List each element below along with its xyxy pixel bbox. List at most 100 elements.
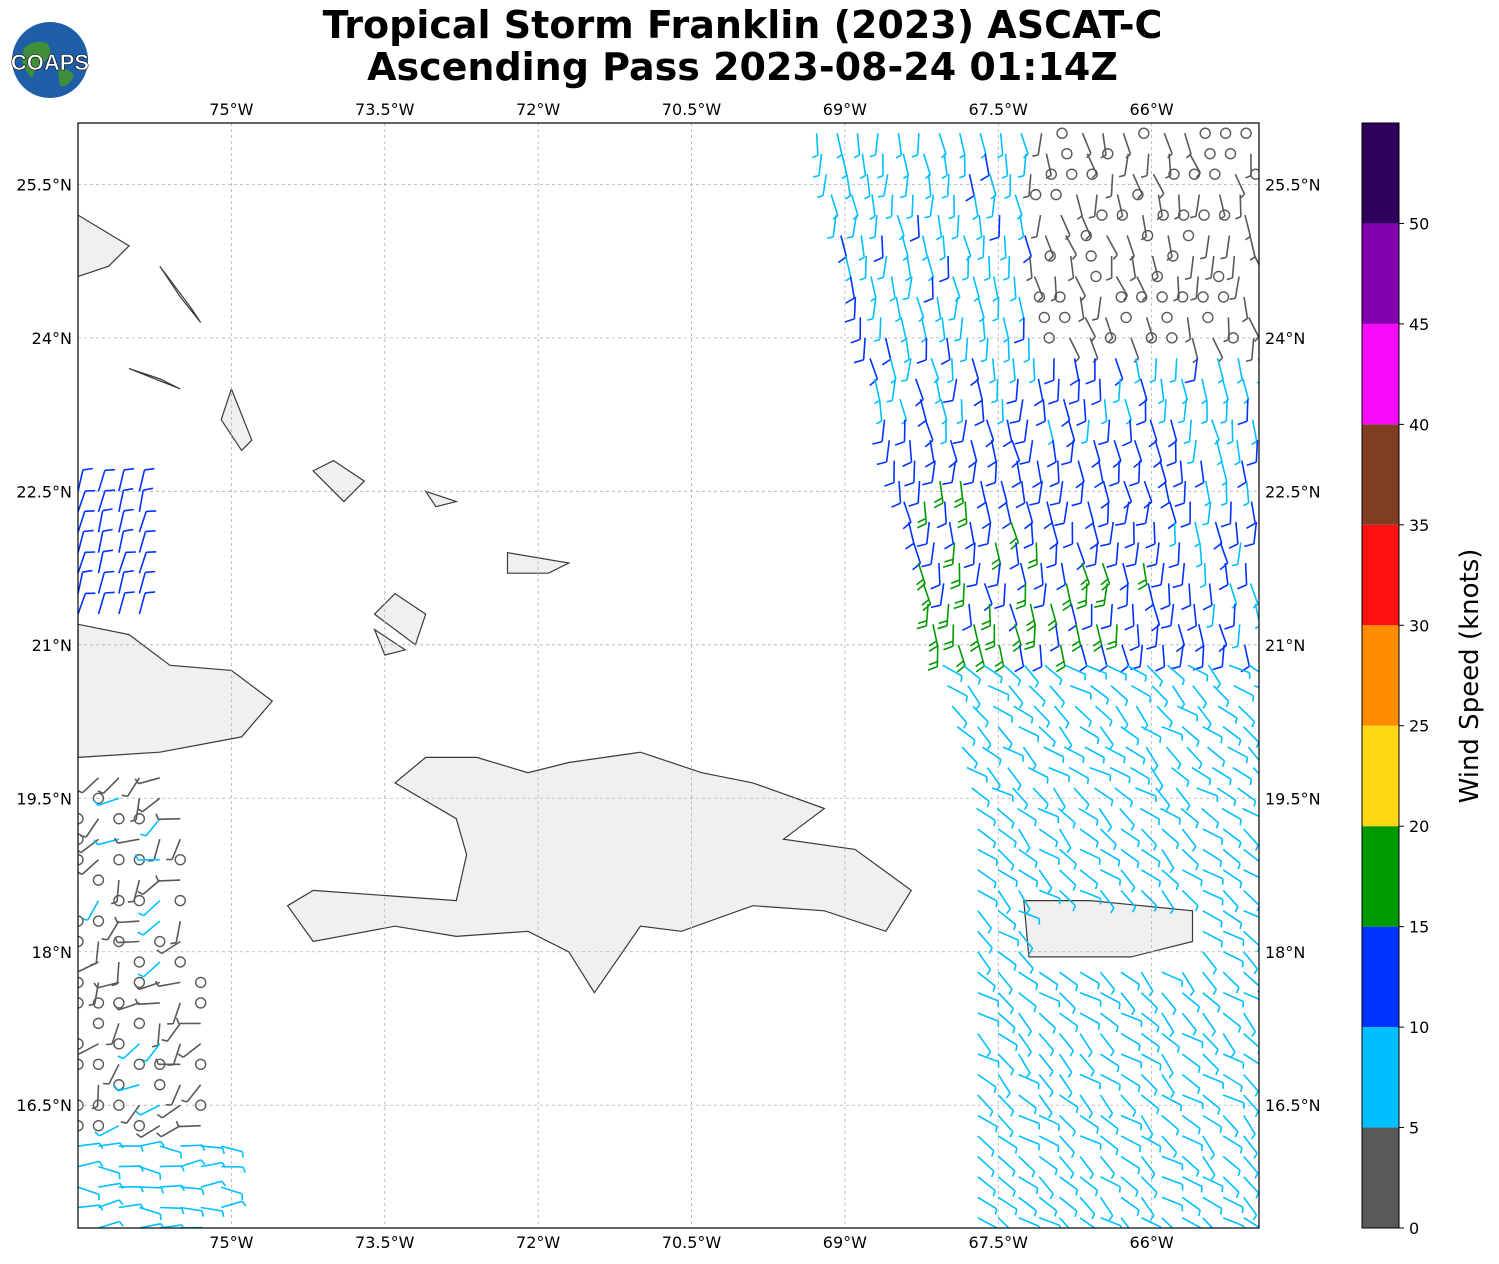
wind-barb <box>997 889 1011 915</box>
wind-barb <box>1237 460 1247 489</box>
wind-barb <box>1098 501 1110 528</box>
wind-barb <box>916 501 928 529</box>
calm-wind-marker <box>174 956 186 968</box>
wind-barb <box>962 255 970 281</box>
wind-barb <box>1057 807 1076 829</box>
wind-barb <box>972 705 989 728</box>
wind-barb <box>1026 255 1033 282</box>
wind-barb <box>1059 971 1079 992</box>
wind-barb <box>1079 1053 1095 1077</box>
wind-barb <box>137 879 161 896</box>
calm-wind-marker <box>133 956 146 968</box>
wind-barb <box>1166 440 1177 467</box>
lon-tick-label-top: 72°W <box>516 100 560 119</box>
wind-barb <box>101 920 120 941</box>
wind-barb <box>1043 746 1065 763</box>
wind-barb <box>1201 378 1208 405</box>
wind-barb <box>877 153 884 179</box>
wind-barb <box>1088 194 1098 219</box>
wind-barb <box>1140 1073 1158 1096</box>
wind-barb <box>1078 807 1099 826</box>
wind-barb <box>1033 378 1044 407</box>
wind-barb <box>1018 1053 1031 1079</box>
wind-barb <box>1038 726 1056 748</box>
wind-barb <box>1106 624 1118 651</box>
wind-barb <box>1181 1073 1201 1095</box>
wind-barb <box>1079 1073 1101 1090</box>
wind-barb <box>934 378 941 405</box>
wind-barb <box>1120 1032 1141 1051</box>
wind-barb <box>113 1084 140 1092</box>
colorbar-bin <box>1362 323 1399 425</box>
wind-barb <box>997 399 1004 425</box>
wind-barb <box>977 971 996 992</box>
wind-barb <box>1065 664 1087 681</box>
wind-barb <box>1170 766 1190 788</box>
wind-barb <box>1093 460 1104 489</box>
wind-barb <box>1038 1033 1055 1056</box>
wind-barb <box>221 1165 246 1173</box>
wind-barb <box>1009 521 1020 550</box>
calm-wind-marker <box>1250 168 1259 180</box>
wind-barb <box>921 235 929 261</box>
calm-wind-marker <box>154 935 166 948</box>
wind-barb <box>1018 1033 1032 1058</box>
calm-wind-marker <box>92 1017 105 1030</box>
wind-barb <box>1243 1053 1259 1065</box>
wind-barb <box>1222 1073 1243 1093</box>
calm-wind-marker <box>195 1099 207 1111</box>
wind-barb <box>1049 685 1066 708</box>
lat-tick-label-left: 22.5°N <box>16 482 72 501</box>
calm-wind-marker <box>92 792 105 804</box>
wind-barb <box>1140 848 1161 868</box>
wind-barb <box>1079 1176 1099 1197</box>
calm-wind-marker <box>1176 291 1189 303</box>
wind-barb <box>1120 1196 1140 1217</box>
wind-barb <box>159 1145 183 1159</box>
wind-barb <box>1105 664 1127 681</box>
wind-barb <box>1161 971 1183 987</box>
wind-barb <box>1243 1155 1259 1179</box>
wind-barb <box>1152 173 1165 199</box>
wind-barb <box>1058 1074 1073 1099</box>
wind-barb <box>97 508 113 533</box>
lat-tick-label-right: 19.5°N <box>1265 789 1321 808</box>
wind-barb <box>1181 992 1201 1013</box>
map-area <box>77 122 1260 1229</box>
wind-barb <box>1100 991 1121 1010</box>
wind-barb <box>1226 255 1236 281</box>
wind-barb <box>903 337 910 364</box>
wind-barb <box>1099 1033 1115 1057</box>
wind-barb <box>1192 685 1208 709</box>
calm-wind-marker <box>1080 229 1092 242</box>
wind-barb <box>1017 562 1027 591</box>
wind-barb <box>997 1053 1015 1076</box>
wind-barb <box>1201 399 1208 425</box>
wind-barb <box>975 644 986 673</box>
wind-barb <box>1009 358 1016 384</box>
wind-barb <box>1027 766 1049 784</box>
wind-barb <box>1058 1033 1075 1057</box>
lat-tick-label-left: 24°N <box>32 329 72 348</box>
wind-barb <box>78 467 93 492</box>
wind-barb <box>1177 399 1188 424</box>
wind-barb <box>997 1012 1016 1034</box>
wind-barb <box>114 916 140 924</box>
wind-barb <box>1011 439 1021 469</box>
wind-barb <box>180 1186 205 1196</box>
wind-barb <box>1048 766 1070 783</box>
wind-barb <box>869 133 879 158</box>
wind-barb <box>1018 910 1041 925</box>
wind-barb <box>1227 746 1249 764</box>
landmass-puerto-rico <box>1023 900 1194 958</box>
wind-barb <box>1120 1217 1130 1228</box>
wind-barb <box>1100 1114 1119 1135</box>
wind-barb <box>997 1114 1014 1138</box>
landmass-acklins <box>312 459 366 503</box>
wind-barb <box>963 460 977 486</box>
wind-barb <box>1160 807 1181 825</box>
lon-tick-label-bottom: 70.5°W <box>662 1233 722 1252</box>
wind-barb <box>1079 828 1099 848</box>
wind-barb <box>118 591 135 615</box>
